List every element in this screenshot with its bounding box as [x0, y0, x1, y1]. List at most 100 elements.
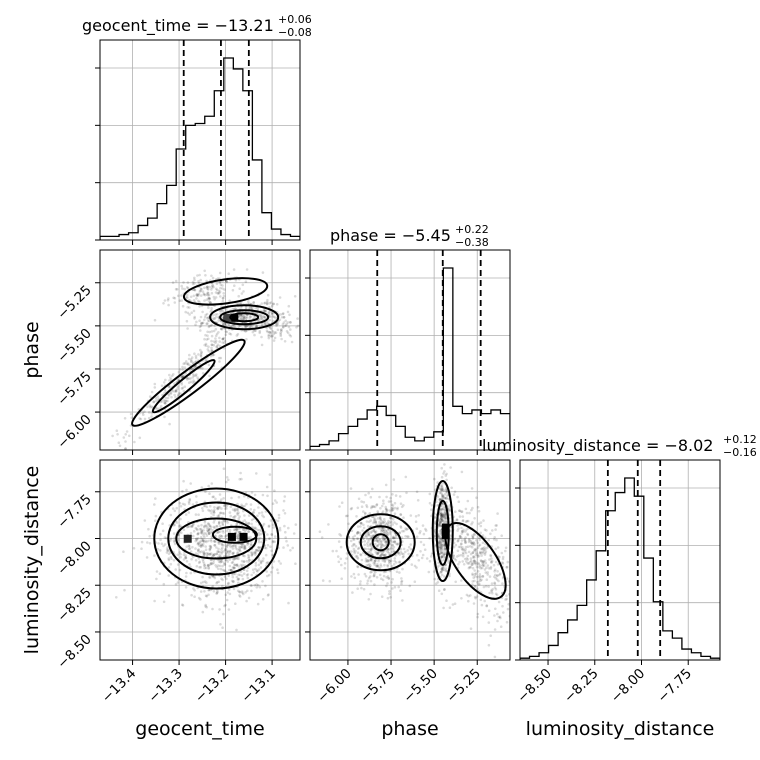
scatter-point — [375, 564, 379, 568]
scatter-point — [202, 526, 206, 529]
scatter-point — [378, 573, 382, 577]
scatter-point — [213, 526, 216, 529]
scatter-point — [182, 389, 186, 393]
scatter-point — [223, 563, 227, 566]
scatter-point — [269, 519, 273, 522]
scatter-point — [428, 492, 432, 496]
scatter-point — [251, 525, 254, 529]
scatter-point — [145, 556, 149, 559]
scatter-point — [194, 323, 197, 327]
scatter-point — [188, 525, 191, 528]
scatter-point — [223, 504, 227, 508]
scatter-point — [476, 570, 480, 573]
scatter-point — [226, 543, 230, 546]
scatter-point — [502, 611, 505, 614]
scatter-point — [196, 528, 199, 532]
scatter-point — [272, 332, 276, 336]
scatter-point — [208, 576, 212, 579]
scatter-point — [455, 518, 459, 521]
scatter-point — [211, 276, 215, 280]
scatter-point — [347, 536, 351, 539]
scatter-point — [178, 368, 182, 371]
scatter-point — [204, 313, 207, 317]
scatter-point — [206, 287, 209, 291]
scatter-point — [443, 463, 446, 466]
scatter-point — [203, 535, 206, 539]
scatter-point — [173, 523, 176, 527]
scatter-point — [244, 324, 247, 328]
scatter-point — [193, 278, 196, 282]
scatter-point — [260, 335, 263, 339]
scatter-point — [233, 563, 237, 567]
scatter-point — [376, 564, 379, 568]
scatter-point — [385, 529, 389, 533]
scatter-point — [399, 526, 403, 529]
scatter-point — [207, 319, 210, 322]
scatter-point — [233, 557, 237, 560]
scatter-point — [393, 557, 397, 560]
scatter-point — [406, 535, 409, 538]
scatter-point — [208, 324, 211, 328]
scatter-point — [232, 268, 236, 271]
scatter-point — [222, 561, 226, 565]
scatter-point — [378, 516, 382, 519]
scatter-point — [393, 540, 396, 544]
scatter-point — [489, 554, 493, 558]
scatter-point — [174, 583, 178, 586]
scatter-point — [480, 554, 483, 557]
scatter-point — [222, 612, 225, 616]
scatter-point — [270, 312, 274, 316]
scatter-point — [384, 511, 388, 514]
scatter-point — [439, 484, 443, 488]
scatter-point — [463, 538, 467, 542]
scatter-point — [234, 556, 238, 560]
scatter-point — [470, 487, 474, 490]
scatter-point — [372, 516, 376, 519]
scatter-point — [483, 528, 487, 531]
scatter-point — [384, 553, 387, 556]
scatter-point — [254, 561, 258, 565]
scatter-point — [247, 596, 251, 600]
scatter-point — [246, 576, 250, 580]
scatter-point — [294, 523, 298, 526]
scatter-point — [242, 554, 245, 557]
scatter-point — [390, 516, 393, 520]
scatter-point — [198, 566, 201, 569]
scatter-point — [279, 334, 283, 338]
scatter-point — [179, 392, 182, 395]
scatter-point — [347, 522, 350, 526]
scatter-point — [170, 374, 174, 378]
scatter-point — [175, 521, 179, 524]
scatter-point — [392, 536, 396, 540]
scatter-point — [139, 417, 143, 421]
scatter-point — [392, 536, 395, 540]
scatter-point — [456, 495, 459, 499]
scatter-point — [223, 519, 226, 523]
scatter-point — [439, 497, 442, 501]
scatter-point — [373, 518, 376, 521]
scatter-point — [249, 306, 253, 310]
scatter-point — [203, 269, 206, 273]
scatter-point — [242, 316, 246, 320]
scatter-point — [440, 507, 444, 511]
scatter-point — [222, 497, 225, 500]
scatter-point — [221, 337, 225, 341]
scatter-point — [213, 324, 216, 328]
scatter-point — [220, 498, 223, 501]
scatter-point — [365, 535, 368, 538]
scatter-point — [384, 508, 388, 511]
scatter-point — [440, 520, 443, 524]
scatter-point — [393, 506, 397, 510]
scatter-point — [250, 551, 254, 554]
scatter-point — [256, 549, 259, 552]
scatter-point — [267, 333, 271, 337]
scatter-point — [278, 528, 282, 532]
scatter-point — [256, 528, 260, 532]
scatter-point — [497, 600, 501, 604]
scatter-point — [276, 519, 280, 523]
scatter-point — [439, 512, 443, 515]
scatter-point — [263, 316, 267, 319]
scatter-point — [190, 525, 193, 528]
scatter-point — [467, 562, 471, 565]
scatter-point — [147, 411, 151, 414]
